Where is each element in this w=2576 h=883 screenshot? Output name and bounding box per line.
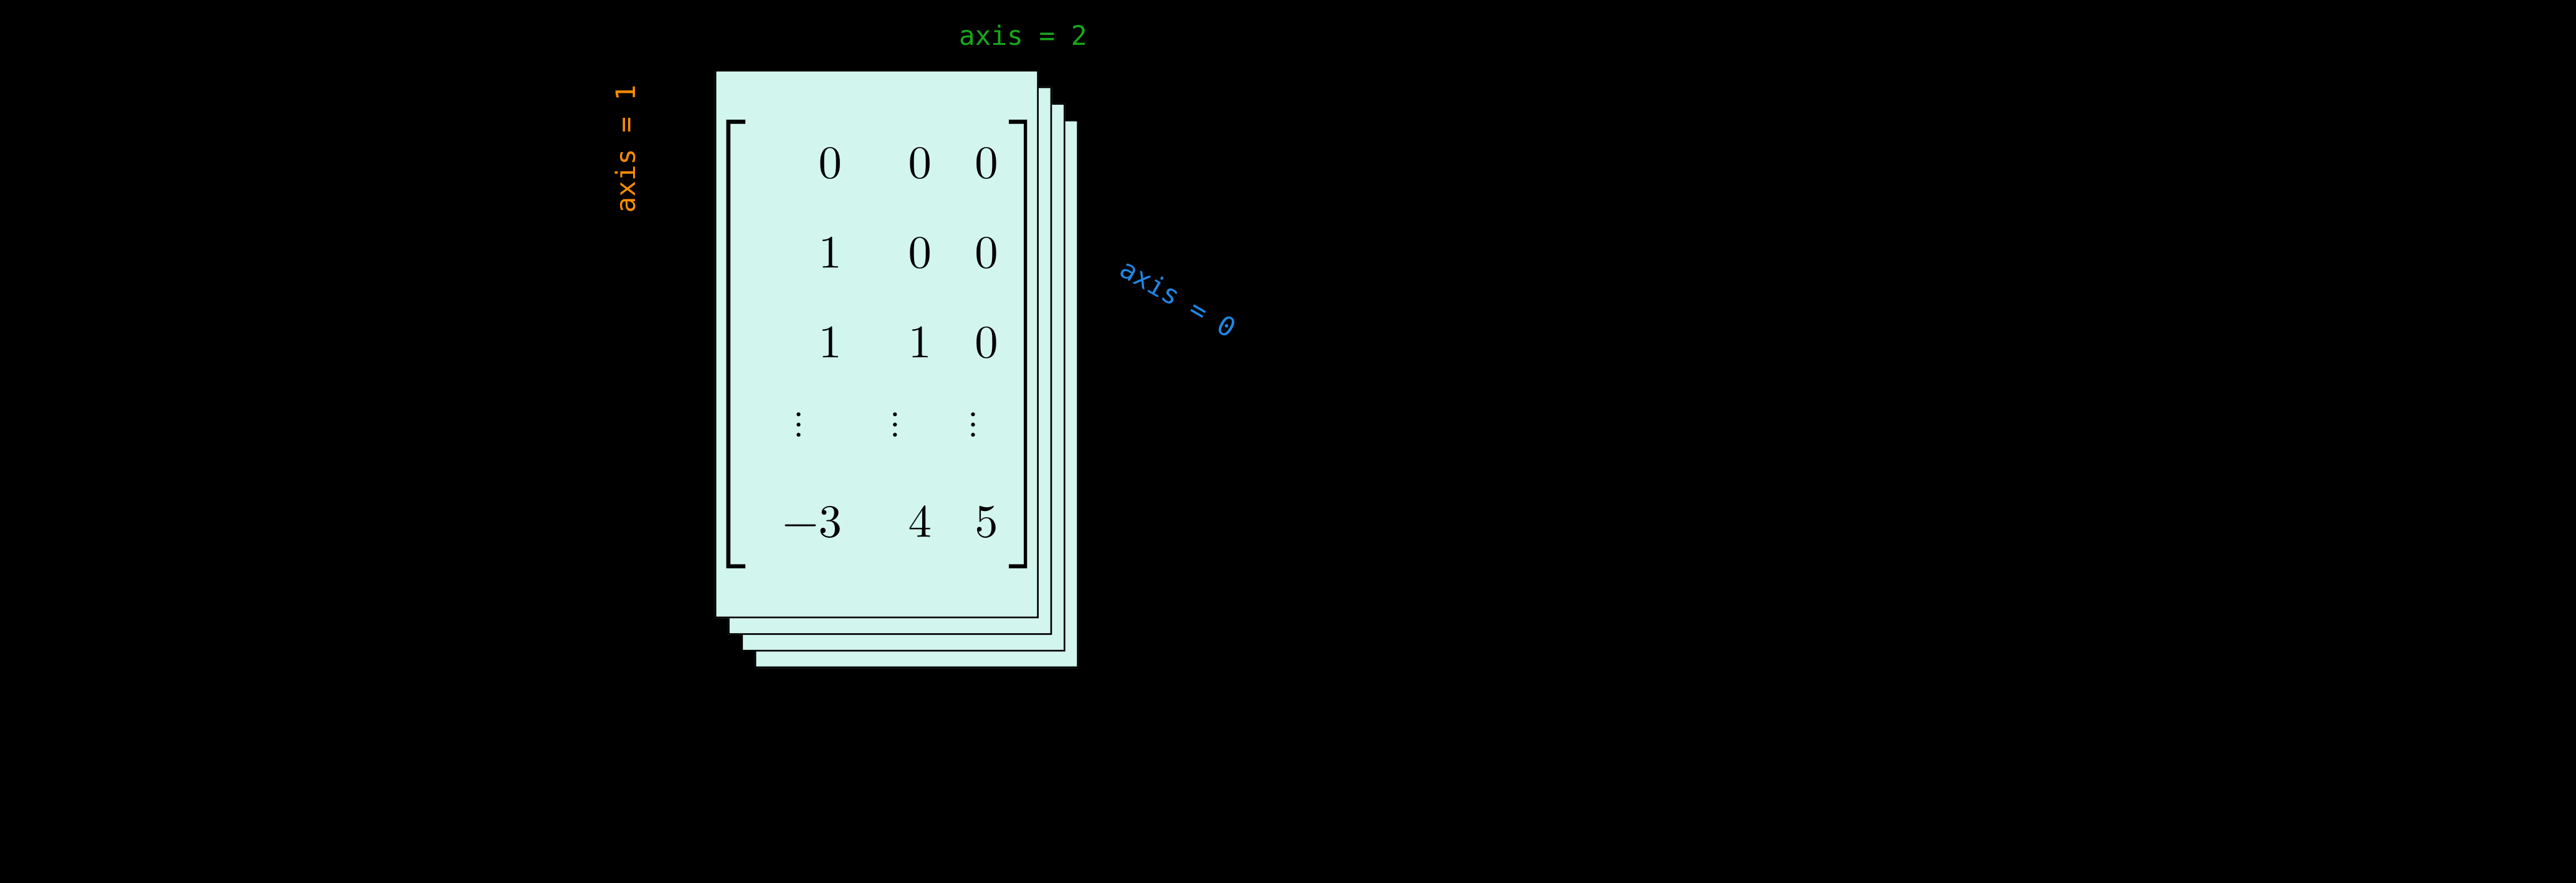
matrix-cell: 1 — [819, 321, 842, 368]
axis-1-text: axis = 1 — [610, 85, 642, 213]
matrix-cell: 0 — [909, 141, 932, 188]
matrix-cell: 4 — [909, 500, 932, 547]
matrix-cell: −3 — [782, 500, 841, 547]
matrix-bracket-right — [1008, 120, 1028, 568]
axis-0-text: axis = 0 — [1114, 252, 1241, 344]
matrix-cell: ⋮ — [794, 406, 803, 442]
matrix-cell: 1 — [819, 231, 842, 278]
matrix-cell: 5 — [975, 500, 998, 547]
axis-2-label: axis = 2 — [959, 20, 1087, 52]
matrix-cell: 0 — [975, 321, 998, 368]
matrix-cell: 0 — [975, 231, 998, 278]
matrix-bracket-left — [727, 120, 746, 568]
matrix-cell: 0 — [909, 231, 932, 278]
matrix-cell: 0 — [819, 141, 842, 188]
axis-1-label: axis = 1 — [610, 85, 642, 213]
matrix-cell: ⋮ — [969, 406, 977, 442]
tensor-matrix: 000100110⋮⋮⋮−345 — [727, 120, 1028, 568]
matrix-cell: 1 — [909, 321, 932, 368]
matrix-cell: 0 — [975, 141, 998, 188]
axis-0-label: axis = 0 — [1114, 252, 1241, 344]
matrix-cell: ⋮ — [891, 406, 899, 442]
matrix-grid: 000100110⋮⋮⋮−345 — [745, 120, 1008, 568]
axis-2-text: axis = 2 — [959, 20, 1087, 52]
tensor-front-card: 000100110⋮⋮⋮−345 — [715, 70, 1039, 618]
diagram-canvas: axis = 2 axis = 1 axis = 0 000100110⋮⋮⋮−… — [0, 0, 2576, 882]
